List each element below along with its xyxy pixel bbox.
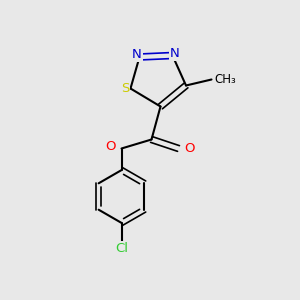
Text: N: N (132, 48, 142, 61)
Text: CH₃: CH₃ (214, 73, 236, 86)
Text: S: S (121, 82, 129, 95)
Text: O: O (184, 142, 194, 155)
Text: O: O (106, 140, 116, 153)
Text: Cl: Cl (115, 242, 128, 255)
Text: N: N (170, 46, 180, 60)
